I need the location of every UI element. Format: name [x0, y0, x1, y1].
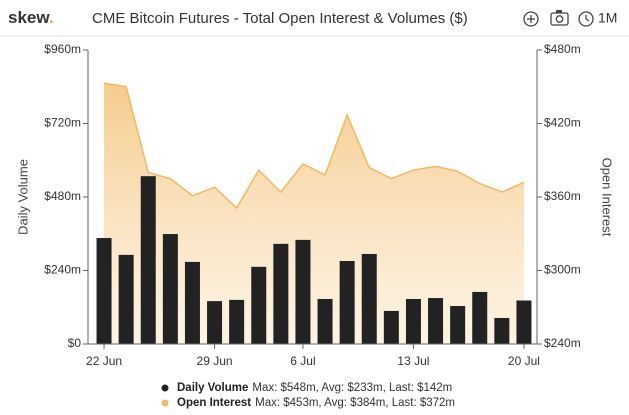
bar: [317, 298, 333, 344]
bar: [96, 238, 112, 344]
bar: [207, 301, 223, 344]
y2-tick-label: $300m: [544, 263, 581, 277]
logo-dot: .: [49, 8, 54, 27]
bar: [361, 253, 377, 344]
bar: [184, 261, 200, 344]
bar: [472, 291, 488, 344]
line: [103, 82, 525, 210]
bar: [251, 266, 267, 344]
legend-marker: [161, 384, 169, 392]
x-tick-label: 6 Jul: [290, 354, 315, 368]
chart-title: CME Bitcoin Futures - Total Open Interes…: [92, 10, 468, 27]
x-tick-label: 20 Jul: [508, 354, 540, 368]
y-axis-label: Daily Volume: [15, 159, 30, 235]
y2-tick-label: $420m: [544, 116, 581, 130]
y-tick-label: $480m: [44, 189, 81, 203]
x-tick-label: 22 Jun: [86, 354, 122, 368]
bar: [229, 299, 245, 344]
bar: [516, 300, 532, 344]
y2-tick-label: $240m: [544, 336, 581, 350]
y2-tick-label: $480m: [544, 42, 581, 56]
y-tick-label: $720m: [44, 116, 81, 130]
legend-entry: Daily Volume Max: $548m, Avg: $233m, Last…: [177, 382, 452, 394]
bar: [450, 306, 466, 344]
bar: [428, 298, 444, 344]
bar: [162, 234, 178, 344]
legend-stats: Max: $548m, Avg: $233m, Last: $142m: [252, 382, 452, 394]
area-fill: [104, 83, 524, 344]
legend-marker: [161, 399, 169, 407]
range-label: 1M: [598, 10, 617, 26]
bar: [140, 176, 156, 344]
logo: skew.: [8, 8, 54, 27]
legend-name: Daily Volume: [177, 382, 248, 394]
add-icon[interactable]: [523, 11, 539, 27]
bar: [383, 310, 399, 344]
y-tick-label: $0: [68, 336, 82, 350]
y2-axis-label: Open Interest: [600, 158, 615, 237]
bar: [273, 243, 289, 344]
bar: [118, 254, 134, 344]
bar: [494, 317, 510, 344]
legend-stats: Max: $453m, Avg: $384m, Last: $372m: [255, 397, 455, 409]
y-tick-label: $240m: [44, 263, 81, 277]
legend-entry: Open Interest Max: $453m, Avg: $384m, Las…: [177, 397, 455, 409]
bar: [339, 261, 355, 344]
camera-icon[interactable]: [550, 10, 569, 26]
x-tick-label: 13 Jul: [397, 354, 429, 368]
y-tick-label: $960m: [44, 42, 81, 56]
range-button[interactable]: 1M: [578, 10, 617, 27]
y2-tick-label: $360m: [544, 189, 581, 203]
legend-name: Open Interest: [177, 397, 251, 409]
x-tick-label: 29 Jun: [197, 354, 233, 368]
bar: [295, 239, 311, 344]
logo-text: skew: [8, 8, 50, 27]
bar: [405, 298, 421, 344]
